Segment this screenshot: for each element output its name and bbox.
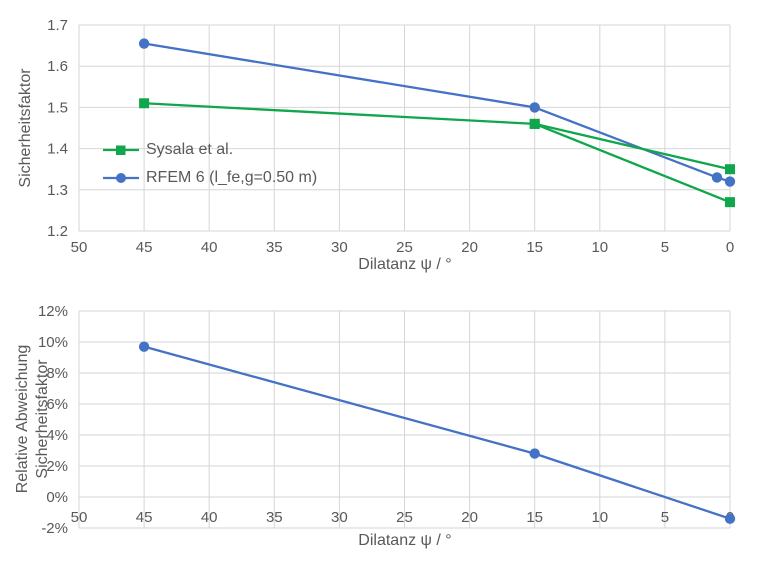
legend-marker-square-icon bbox=[103, 145, 139, 155]
x-tick-label: 50 bbox=[71, 239, 88, 256]
y-axis-title-line: Sicherheitsfaktor bbox=[17, 68, 34, 188]
y-tick-label: 2% bbox=[46, 458, 68, 475]
chart-legend: Sysala et al. RFEM 6 (l_fe,g=0.50 m) bbox=[102, 136, 317, 192]
data-point-circle bbox=[724, 176, 736, 187]
y-tick-label: 10% bbox=[38, 334, 68, 351]
data-point-circle bbox=[529, 102, 540, 113]
x-tick-label: 40 bbox=[201, 509, 218, 526]
data-point-square bbox=[725, 164, 735, 175]
x-tick-label: 20 bbox=[461, 239, 478, 256]
y-axis-title-line: Relative Abweichung bbox=[14, 344, 31, 494]
y-tick-label: 1.7 bbox=[47, 17, 68, 34]
x-tick-label: 45 bbox=[136, 509, 153, 526]
series-line bbox=[533, 122, 732, 204]
data-point-circle bbox=[138, 38, 150, 49]
data-point-square bbox=[529, 118, 540, 129]
x-tick-label: 15 bbox=[526, 239, 543, 256]
legend-label-sysala: Sysala et al. bbox=[146, 141, 234, 158]
x-tick-label: 10 bbox=[591, 239, 608, 256]
y-tick-label: 1.6 bbox=[47, 58, 68, 75]
x-tick-label: 20 bbox=[461, 509, 478, 526]
x-tick-label: 40 bbox=[201, 239, 218, 256]
y-tick-label: 6% bbox=[46, 396, 68, 413]
y-tick-label: -2% bbox=[41, 520, 68, 537]
y-tick-label: 1.4 bbox=[47, 141, 68, 158]
x-tick-label: 50 bbox=[71, 509, 88, 526]
y-tick-label: 12% bbox=[38, 303, 68, 320]
data-point-circle bbox=[724, 513, 736, 524]
y-tick-label: 1.3 bbox=[47, 182, 68, 199]
y-axis-title-line: Sicherheitsfaktor bbox=[34, 359, 51, 479]
x-tick-label: 5 bbox=[661, 239, 669, 256]
x-tick-label: 25 bbox=[396, 239, 413, 256]
x-tick-label: 25 bbox=[396, 509, 413, 526]
x-tick-label: 10 bbox=[591, 509, 608, 526]
legend-item-sysala: Sysala et al. bbox=[102, 136, 317, 164]
x-tick-label: 30 bbox=[331, 239, 348, 256]
y-tick-label: 1.2 bbox=[47, 223, 68, 240]
x-tick-label: 35 bbox=[266, 239, 283, 256]
data-point-circle bbox=[138, 341, 150, 352]
x-tick-label: 15 bbox=[526, 509, 543, 526]
x-axis-title-bottom-chart: Dilatanz ψ / ° bbox=[358, 532, 452, 549]
series-line bbox=[142, 42, 732, 183]
y-axis-title-top-chart: Sicherheitsfaktor bbox=[16, 8, 36, 248]
y-tick-label: 0% bbox=[46, 489, 68, 506]
x-tick-label: 5 bbox=[661, 509, 669, 526]
legend-label-rfem: RFEM 6 (l_fe,g=0.50 m) bbox=[146, 169, 318, 186]
x-tick-label: 30 bbox=[331, 509, 348, 526]
legend-item-rfem: RFEM 6 (l_fe,g=0.50 m) bbox=[102, 164, 317, 192]
legend-marker-circle-icon bbox=[103, 173, 139, 183]
x-axis-title-top-chart: Dilatanz ψ / ° bbox=[358, 256, 452, 273]
data-point-circle bbox=[711, 172, 723, 183]
y-tick-label: 8% bbox=[46, 365, 68, 382]
y-axis-title-bottom-chart: Relative Abweichung Sicherheitsfaktor bbox=[13, 299, 53, 539]
y-tick-label: 1.5 bbox=[47, 99, 68, 116]
data-point-square bbox=[139, 98, 150, 109]
data-point-circle bbox=[529, 448, 540, 459]
series-line bbox=[142, 345, 732, 520]
x-tick-label: 35 bbox=[266, 509, 283, 526]
x-tick-label: 0 bbox=[726, 239, 734, 256]
y-tick-label: 4% bbox=[46, 427, 68, 444]
data-point-square bbox=[725, 197, 735, 208]
x-tick-label: 45 bbox=[136, 239, 153, 256]
